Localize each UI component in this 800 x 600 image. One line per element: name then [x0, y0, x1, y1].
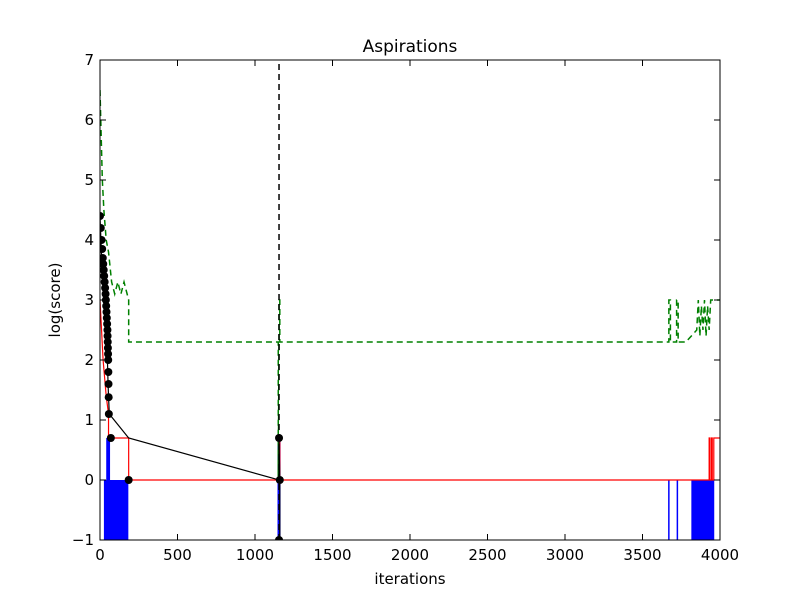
data-point-marker — [103, 332, 112, 340]
y-tick-label: −1 — [72, 531, 94, 549]
chart-title: Aspirations — [363, 37, 458, 57]
data-point-marker — [100, 278, 109, 286]
x-tick-label: 1500 — [313, 546, 351, 564]
x-tick-label: 1000 — [236, 546, 274, 564]
x-tick-label: 500 — [163, 546, 192, 564]
data-point-marker — [102, 308, 111, 316]
y-tick-label: 4 — [84, 231, 94, 249]
data-point-marker — [106, 434, 115, 442]
data-point-marker — [103, 338, 112, 346]
y-axis-label: log(score) — [46, 263, 64, 338]
data-point-marker — [104, 356, 113, 364]
x-tick-label: 2000 — [391, 546, 429, 564]
x-axis-label: iterations — [374, 570, 445, 588]
data-point-marker — [275, 476, 284, 484]
data-point-marker — [104, 393, 113, 402]
y-tick-label: 6 — [84, 111, 94, 129]
data-point-marker — [100, 272, 109, 280]
data-point-marker — [275, 536, 284, 540]
y-tick-label: 7 — [84, 51, 94, 69]
data-point-marker — [104, 410, 113, 418]
data-point-marker — [104, 380, 113, 388]
y-tick-label: 0 — [84, 471, 94, 489]
data-point-marker — [101, 284, 110, 292]
data-point-marker — [103, 326, 112, 334]
axis-ticks: 0 500 1000 1500 2000 2500 3000 3500 4000−1012345… — [72, 51, 739, 564]
data-point-marker — [100, 254, 107, 262]
data-point-marker — [103, 320, 112, 328]
y-tick-label: 2 — [84, 351, 94, 369]
y-tick-label: 5 — [84, 171, 94, 189]
x-tick-label: 2500 — [468, 546, 506, 564]
plot-frame — [99, 59, 721, 541]
data-point-marker — [100, 212, 104, 220]
plot-area — [100, 60, 720, 540]
data-point-marker — [100, 266, 108, 274]
data-point-marker — [102, 314, 111, 322]
data-point-marker — [101, 290, 110, 298]
y-tick-label: 1 — [84, 411, 94, 429]
data-point-marker — [104, 350, 113, 358]
data-point-marker — [275, 434, 284, 442]
x-tick-label: 3500 — [623, 546, 661, 564]
data-point-marker — [100, 245, 107, 253]
x-tick-label: 4000 — [701, 546, 739, 564]
data-point-marker — [102, 302, 111, 310]
data-point-marker — [103, 344, 112, 352]
series-line-1 — [100, 89, 720, 481]
data-point-marker — [100, 260, 108, 268]
series-line-0 — [100, 299, 720, 481]
y-tick-label: 3 — [84, 291, 94, 309]
data-point-marker — [124, 476, 133, 484]
x-tick-label: 0 — [95, 546, 105, 564]
data-point-marker — [104, 368, 113, 376]
data-point-marker — [100, 224, 105, 232]
x-tick-label: 3000 — [546, 546, 584, 564]
